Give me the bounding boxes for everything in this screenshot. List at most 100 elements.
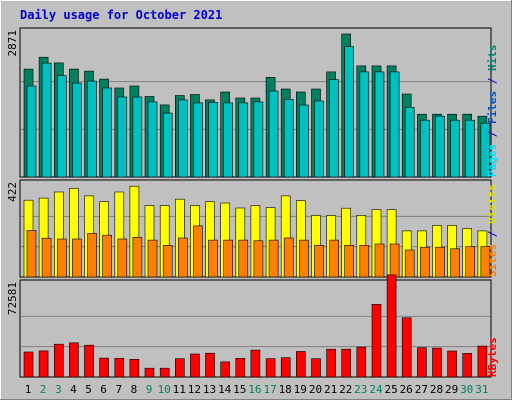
bar-sites — [102, 234, 112, 278]
x-tick-label: 10 — [158, 383, 171, 396]
bar-files — [87, 80, 97, 178]
bar-sites — [41, 237, 52, 278]
panel-legend-label: Sites / Visits — [486, 184, 499, 277]
bar-sites — [283, 237, 294, 278]
bar-files — [404, 107, 415, 178]
bar-files — [283, 99, 294, 178]
bar-files — [389, 71, 400, 178]
bar-sites — [298, 239, 309, 278]
x-tick-label: 28 — [430, 383, 443, 396]
bar-kbytes — [371, 303, 382, 378]
bar-files — [480, 122, 491, 178]
bar-kbytes — [295, 351, 306, 378]
x-tick-label: 2 — [40, 383, 47, 396]
x-tick-label: 1 — [25, 383, 32, 396]
bar-sites — [314, 245, 324, 278]
bar-kbytes — [69, 342, 79, 378]
bar-files — [344, 46, 355, 178]
bar-kbytes — [356, 346, 367, 378]
panel-kbytes: 72581 KBytes — [6, 274, 499, 378]
x-tick-label: 12 — [188, 383, 201, 396]
x-tick-label: 6 — [100, 383, 107, 396]
x-tick-label: 8 — [131, 383, 138, 396]
legend-part: Files — [486, 91, 499, 124]
bar-sites — [117, 238, 128, 278]
bar-sites — [56, 238, 67, 278]
bar-kbytes — [235, 357, 246, 378]
bar-sites — [26, 230, 37, 278]
bar-files — [329, 79, 339, 178]
x-tick-label: 31 — [475, 383, 488, 396]
bar-files — [450, 119, 460, 178]
bar-kbytes — [144, 367, 155, 378]
bar-kbytes — [462, 353, 473, 378]
x-tick-label: 15 — [233, 383, 246, 396]
bar-kbytes — [401, 317, 412, 378]
bar-kbytes — [99, 357, 109, 378]
y-max-label: 2871 — [6, 30, 19, 57]
bar-files — [208, 102, 218, 178]
x-tick-label: 11 — [173, 383, 186, 396]
bar-files — [132, 96, 143, 178]
bar-kbytes — [326, 348, 336, 378]
bar-kbytes — [250, 349, 261, 378]
x-tick-label: 29 — [445, 383, 458, 396]
series-kbytes — [23, 274, 488, 378]
bar-sites — [465, 246, 476, 278]
panel-legend-label: KBytes — [486, 337, 499, 377]
x-tick-label: 4 — [70, 383, 77, 396]
bar-files — [147, 101, 158, 178]
bar-kbytes — [432, 347, 442, 378]
bar-sites — [162, 245, 173, 278]
bar-files — [102, 87, 112, 178]
x-tick-label: 22 — [339, 383, 352, 396]
bar-files — [117, 96, 128, 178]
x-tick-label: 7 — [115, 383, 122, 396]
bar-files — [359, 71, 370, 178]
bar-sites — [374, 243, 385, 278]
bar-kbytes — [280, 357, 291, 378]
legend-part: Visits — [486, 184, 499, 224]
legend-part: / — [486, 224, 499, 244]
chart-panels: 2871 Pages / Files / Hits 422 Sites / Visit… — [6, 27, 499, 378]
bar-kbytes — [311, 358, 321, 378]
x-tick-label: 27 — [415, 383, 428, 396]
legend-part: / — [486, 71, 499, 91]
bar-sites — [389, 243, 400, 278]
bar-sites — [178, 237, 188, 278]
chart-title: Daily usage for October 2021 — [20, 8, 222, 22]
y-max-label: 72581 — [6, 282, 19, 315]
legend-part: Pages — [486, 144, 499, 177]
bar-sites — [404, 249, 415, 278]
y-max-label: 422 — [6, 182, 19, 202]
bar-sites — [72, 238, 82, 278]
legend-part: KBytes — [486, 337, 499, 377]
series-sites — [26, 225, 491, 278]
bar-kbytes — [175, 358, 185, 378]
x-tick-label: 3 — [55, 383, 62, 396]
bar-files — [374, 71, 385, 178]
bar-sites — [253, 240, 264, 278]
x-tick-label: 20 — [309, 383, 322, 396]
bar-files — [420, 119, 430, 178]
bar-kbytes — [53, 343, 64, 378]
series-files — [26, 46, 491, 178]
bar-files — [268, 90, 279, 178]
bar-files — [56, 75, 67, 178]
x-tick-label: 18 — [279, 383, 292, 396]
bar-files — [435, 115, 445, 178]
bar-sites — [208, 239, 218, 278]
panel-visits-sites: 422 Sites / Visits — [6, 179, 499, 278]
bar-sites — [193, 225, 203, 278]
bar-sites — [435, 246, 445, 278]
bar-kbytes — [129, 358, 140, 378]
x-tick-label: 19 — [294, 383, 307, 396]
bar-kbytes — [84, 344, 94, 378]
bar-files — [314, 100, 324, 178]
bar-sites — [450, 248, 460, 278]
bar-sites — [147, 239, 158, 278]
bar-files — [178, 99, 188, 178]
bar-kbytes — [477, 345, 488, 378]
bar-sites — [359, 245, 370, 278]
x-tick-label: 14 — [218, 383, 232, 396]
